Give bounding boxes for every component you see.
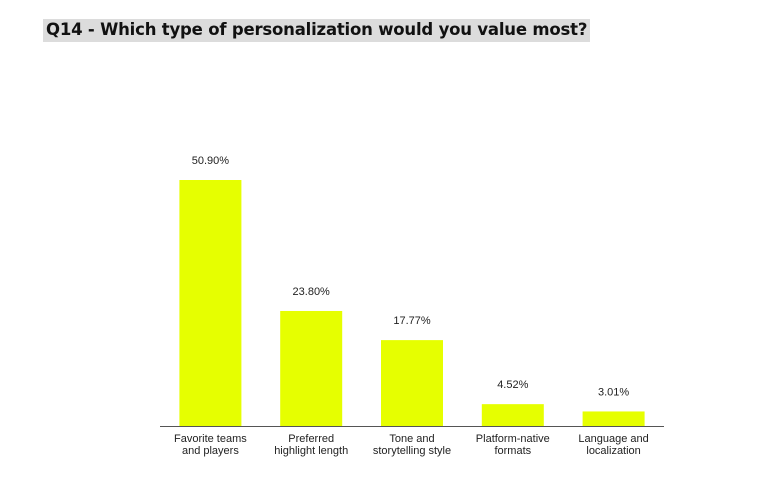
bar-4 bbox=[582, 411, 645, 426]
category-label-line: localization bbox=[586, 445, 640, 457]
bar-1 bbox=[280, 310, 343, 426]
value-label-0: 50.90% bbox=[192, 155, 230, 167]
category-label-line: Tone and bbox=[389, 433, 434, 445]
category-label-line: and players bbox=[182, 445, 239, 457]
bar-3 bbox=[481, 404, 544, 426]
value-label-3: 4.52% bbox=[497, 379, 528, 391]
value-label-4: 3.01% bbox=[598, 386, 629, 398]
category-label-line: formats bbox=[494, 445, 531, 457]
bars-layer bbox=[179, 180, 645, 426]
bar-0 bbox=[179, 180, 242, 426]
value-label-1: 23.80% bbox=[293, 286, 331, 298]
category-label-line: storytelling style bbox=[373, 445, 451, 457]
bar-2 bbox=[381, 340, 443, 426]
category-label-2: Tone and storytelling style bbox=[373, 433, 451, 457]
category-label-line: Favorite teams bbox=[174, 433, 247, 445]
category-labels-layer: Favorite teams and players Preferred highli… bbox=[174, 433, 649, 457]
value-label-2: 17.77% bbox=[393, 315, 431, 327]
category-label-4: Language and localization bbox=[578, 433, 648, 457]
category-label-line: Preferred bbox=[288, 433, 334, 445]
category-label-line: Language and bbox=[578, 433, 648, 445]
category-label-line: highlight length bbox=[274, 445, 348, 457]
value-labels-layer: 50.90% 23.80% 17.77% 4.52% 3.01% bbox=[192, 155, 630, 398]
category-label-3: Platform-native formats bbox=[476, 433, 550, 457]
category-label-1: Preferred highlight length bbox=[274, 433, 348, 457]
category-label-0: Favorite teams and players bbox=[174, 433, 247, 457]
category-label-line: Platform-native bbox=[476, 433, 550, 445]
chart-title: Q14 - Which type of personalization woul… bbox=[43, 19, 591, 42]
